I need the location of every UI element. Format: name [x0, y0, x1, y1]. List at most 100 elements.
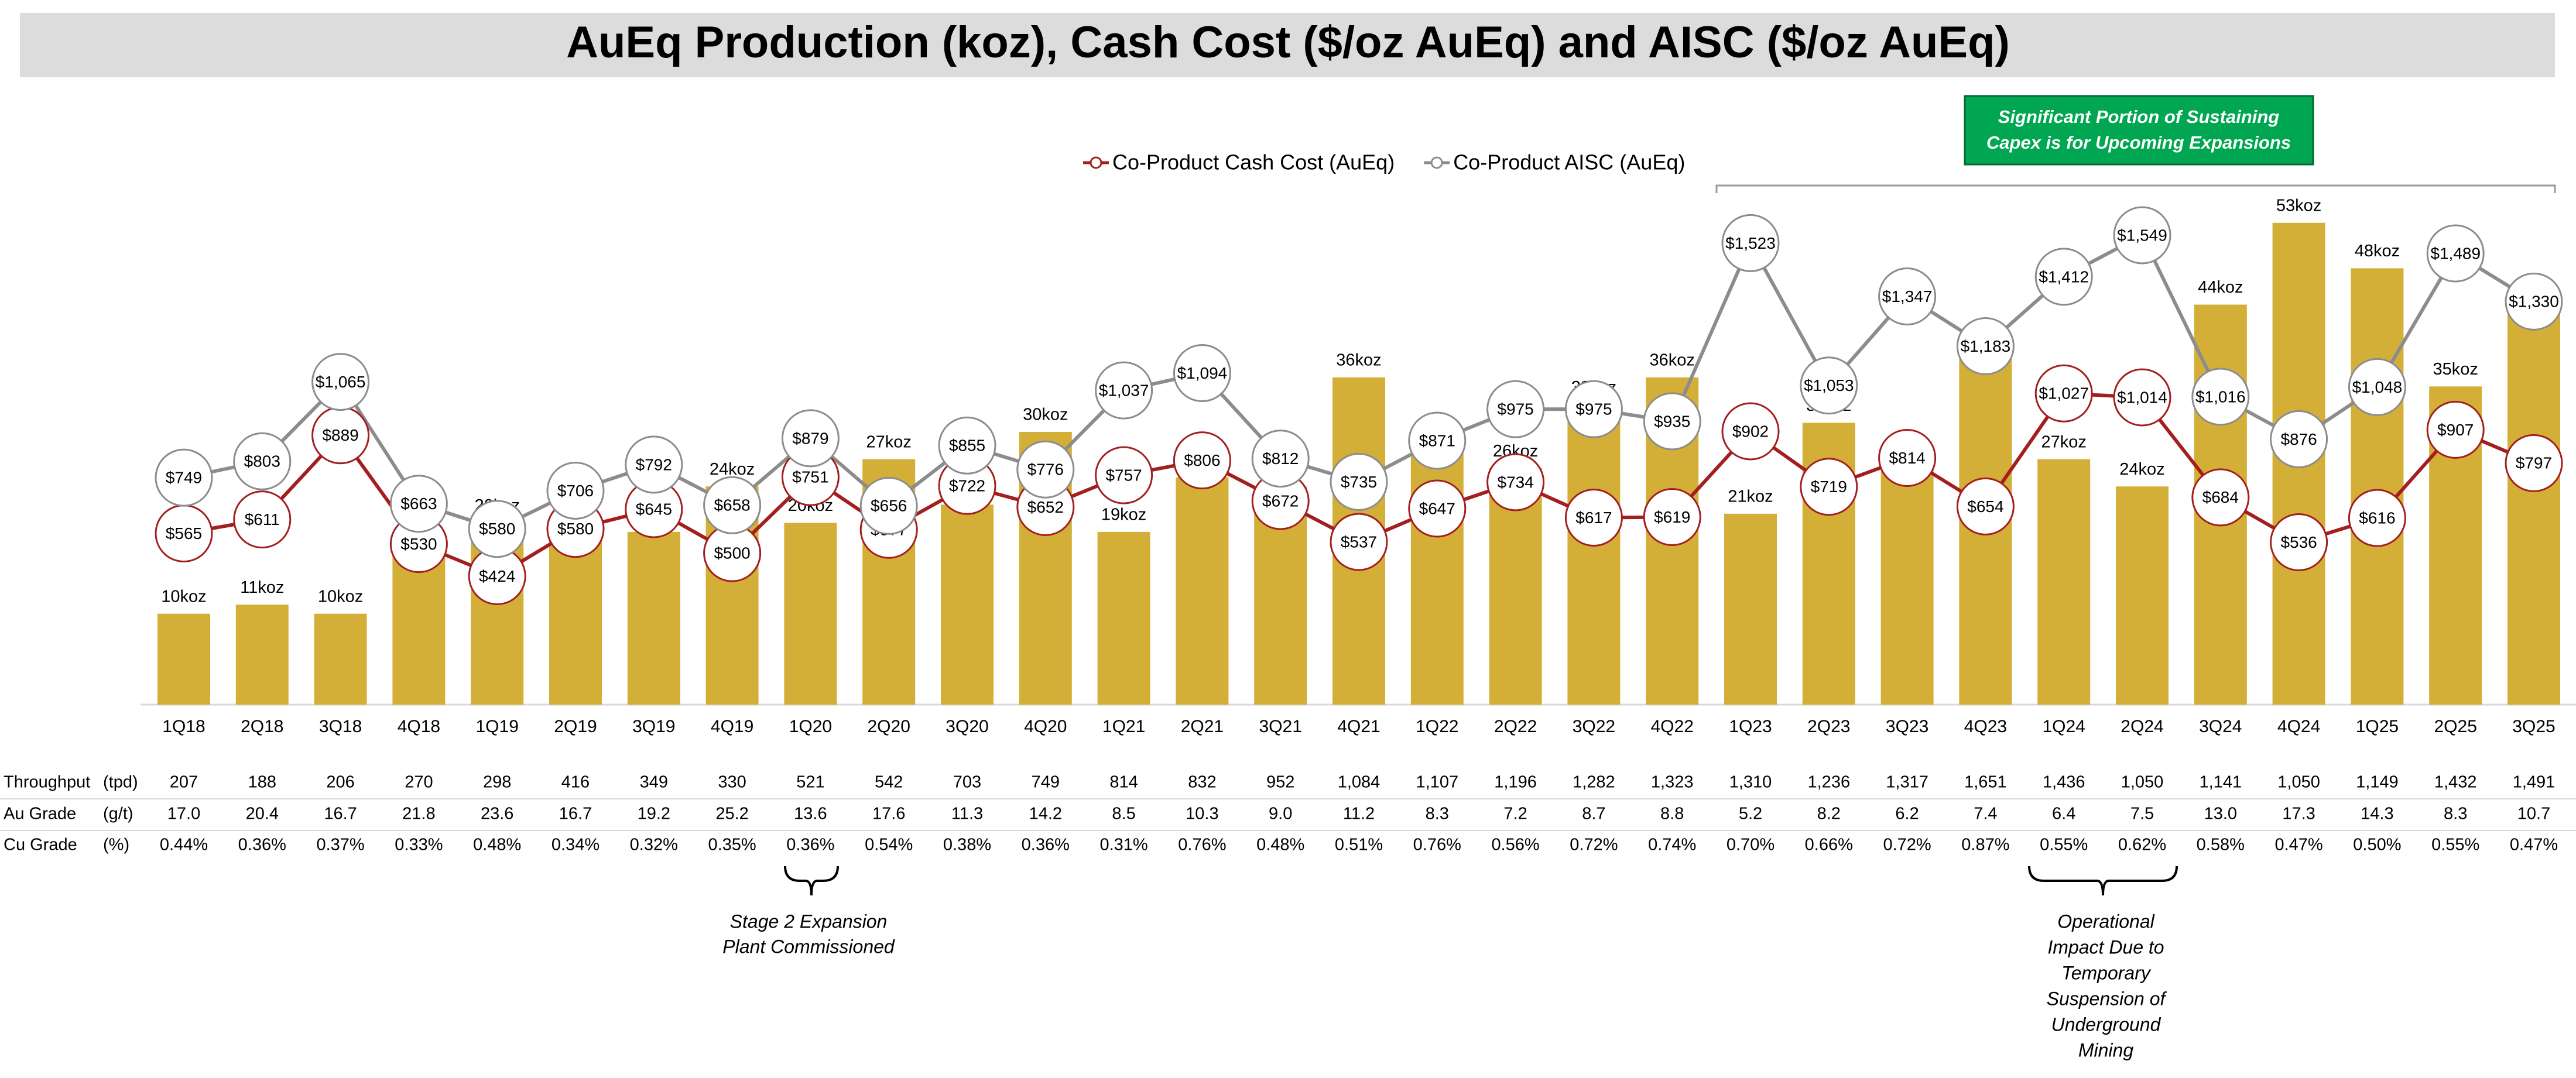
- data-label: $530: [400, 535, 437, 553]
- marker: [1016, 440, 1075, 499]
- data-label: 27koz: [2041, 432, 2087, 451]
- cell: 16.7: [559, 805, 592, 823]
- marker: [938, 416, 996, 475]
- brace: [784, 866, 839, 896]
- data-label: $537: [1341, 533, 1377, 551]
- bar: [784, 523, 837, 705]
- cell: 0.33%: [395, 836, 443, 854]
- bar: [2037, 459, 2091, 705]
- data-label: $536: [2280, 533, 2317, 551]
- data-label: $658: [714, 496, 750, 514]
- cell: 0.51%: [1335, 836, 1383, 854]
- data-label: $751: [792, 468, 828, 486]
- x-tick-label: 2Q24: [2121, 717, 2163, 736]
- cell: 832: [1188, 773, 1216, 792]
- data-label: $1,053: [1804, 376, 1854, 394]
- marker: [1800, 458, 1858, 516]
- legend-label: Co-Product Cash Cost (AuEq): [1112, 150, 1395, 174]
- data-label: 53koz: [2276, 196, 2321, 215]
- x-tick-label: 2Q22: [1494, 717, 1537, 736]
- data-label: 48koz: [2355, 242, 2400, 260]
- data-label: $580: [479, 520, 515, 538]
- cell: 17.6: [872, 805, 905, 823]
- cell: 10.7: [2517, 805, 2550, 823]
- marker: [2191, 468, 2250, 527]
- marker: [1330, 452, 1388, 511]
- cell: 1,050: [2277, 773, 2320, 792]
- title-bar: [20, 13, 2555, 77]
- marker: [2348, 358, 2406, 416]
- data-label: $907: [2437, 421, 2474, 439]
- cell: 542: [875, 773, 903, 792]
- cell: 20.4: [246, 805, 279, 823]
- cell: 0.35%: [708, 836, 756, 854]
- cell: 8.7: [1582, 805, 1605, 823]
- cell: 0.87%: [1961, 836, 2009, 854]
- cell: 0.34%: [551, 836, 600, 854]
- cell: 14.3: [2361, 805, 2393, 823]
- marker: [1643, 487, 1701, 546]
- cell: 0.76%: [1413, 836, 1461, 854]
- bracket: [1715, 184, 2556, 193]
- marker: [1800, 356, 1858, 415]
- x-tick-label: 3Q21: [1259, 717, 1302, 736]
- data-label: $776: [1027, 461, 1064, 479]
- cell: 8.8: [1660, 805, 1684, 823]
- cell: 0.44%: [160, 836, 208, 854]
- marker: [1408, 411, 1467, 470]
- x-tick-label: 2Q25: [2434, 717, 2477, 736]
- data-label: 24koz: [710, 460, 755, 479]
- data-label: $814: [1889, 449, 1925, 467]
- bar: [1724, 513, 1777, 705]
- cell: 0.47%: [2510, 836, 2558, 854]
- cell: 0.50%: [2353, 836, 2401, 854]
- data-label: $1,549: [2117, 226, 2167, 244]
- cell: 0.76%: [1178, 836, 1226, 854]
- cell: 0.32%: [630, 836, 678, 854]
- cell: 17.3: [2282, 805, 2315, 823]
- legend-label: Co-Product AISC (AuEq): [1453, 150, 1685, 174]
- data-label: $792: [636, 455, 672, 473]
- data-label: $935: [1654, 412, 1690, 430]
- cell: 1,141: [2200, 773, 2242, 792]
- marker: [1095, 446, 1153, 504]
- marker: [389, 475, 448, 533]
- x-tick-label: 4Q18: [398, 717, 440, 736]
- cell: 8.2: [1817, 805, 1841, 823]
- marker: [1956, 477, 2015, 535]
- data-label: 10koz: [161, 587, 206, 606]
- data-label: $975: [1575, 400, 1612, 418]
- marker: [859, 476, 918, 535]
- bar: [2116, 486, 2169, 705]
- cell: 0.72%: [1570, 836, 1618, 854]
- data-label: $855: [949, 437, 985, 455]
- cell: 7.4: [1974, 805, 1997, 823]
- data-label: $902: [1732, 422, 1769, 440]
- cell: 8.5: [1112, 805, 1135, 823]
- marker: [1330, 513, 1388, 571]
- data-label: $672: [1262, 492, 1299, 510]
- cell: 0.56%: [1491, 836, 1539, 854]
- data-label: 21koz: [1728, 487, 1773, 506]
- bar: [157, 613, 210, 705]
- bar: [549, 531, 602, 705]
- annotation: Underground: [2051, 1014, 2161, 1035]
- data-label: $1,014: [2117, 388, 2167, 406]
- data-label: $1,183: [1961, 337, 2011, 355]
- data-label: 30koz: [1023, 406, 1068, 424]
- cell: 0.36%: [238, 836, 286, 854]
- x-tick-label: 1Q23: [1729, 717, 1772, 736]
- marker: [1095, 361, 1153, 420]
- data-label: $1,027: [2039, 384, 2089, 403]
- cell: 1,107: [1416, 773, 1459, 792]
- row-unit: (g/t): [103, 805, 133, 823]
- data-label: $1,048: [2352, 378, 2403, 396]
- cell: 0.72%: [1883, 836, 1931, 854]
- x-tick-label: 1Q20: [789, 717, 832, 736]
- x-tick-label: 4Q24: [2277, 717, 2320, 736]
- cell: 10.3: [1186, 805, 1218, 823]
- data-label: $645: [636, 500, 672, 518]
- bar: [1567, 404, 1621, 705]
- annotation: Capex is for Upcoming Expansions: [1986, 132, 2291, 153]
